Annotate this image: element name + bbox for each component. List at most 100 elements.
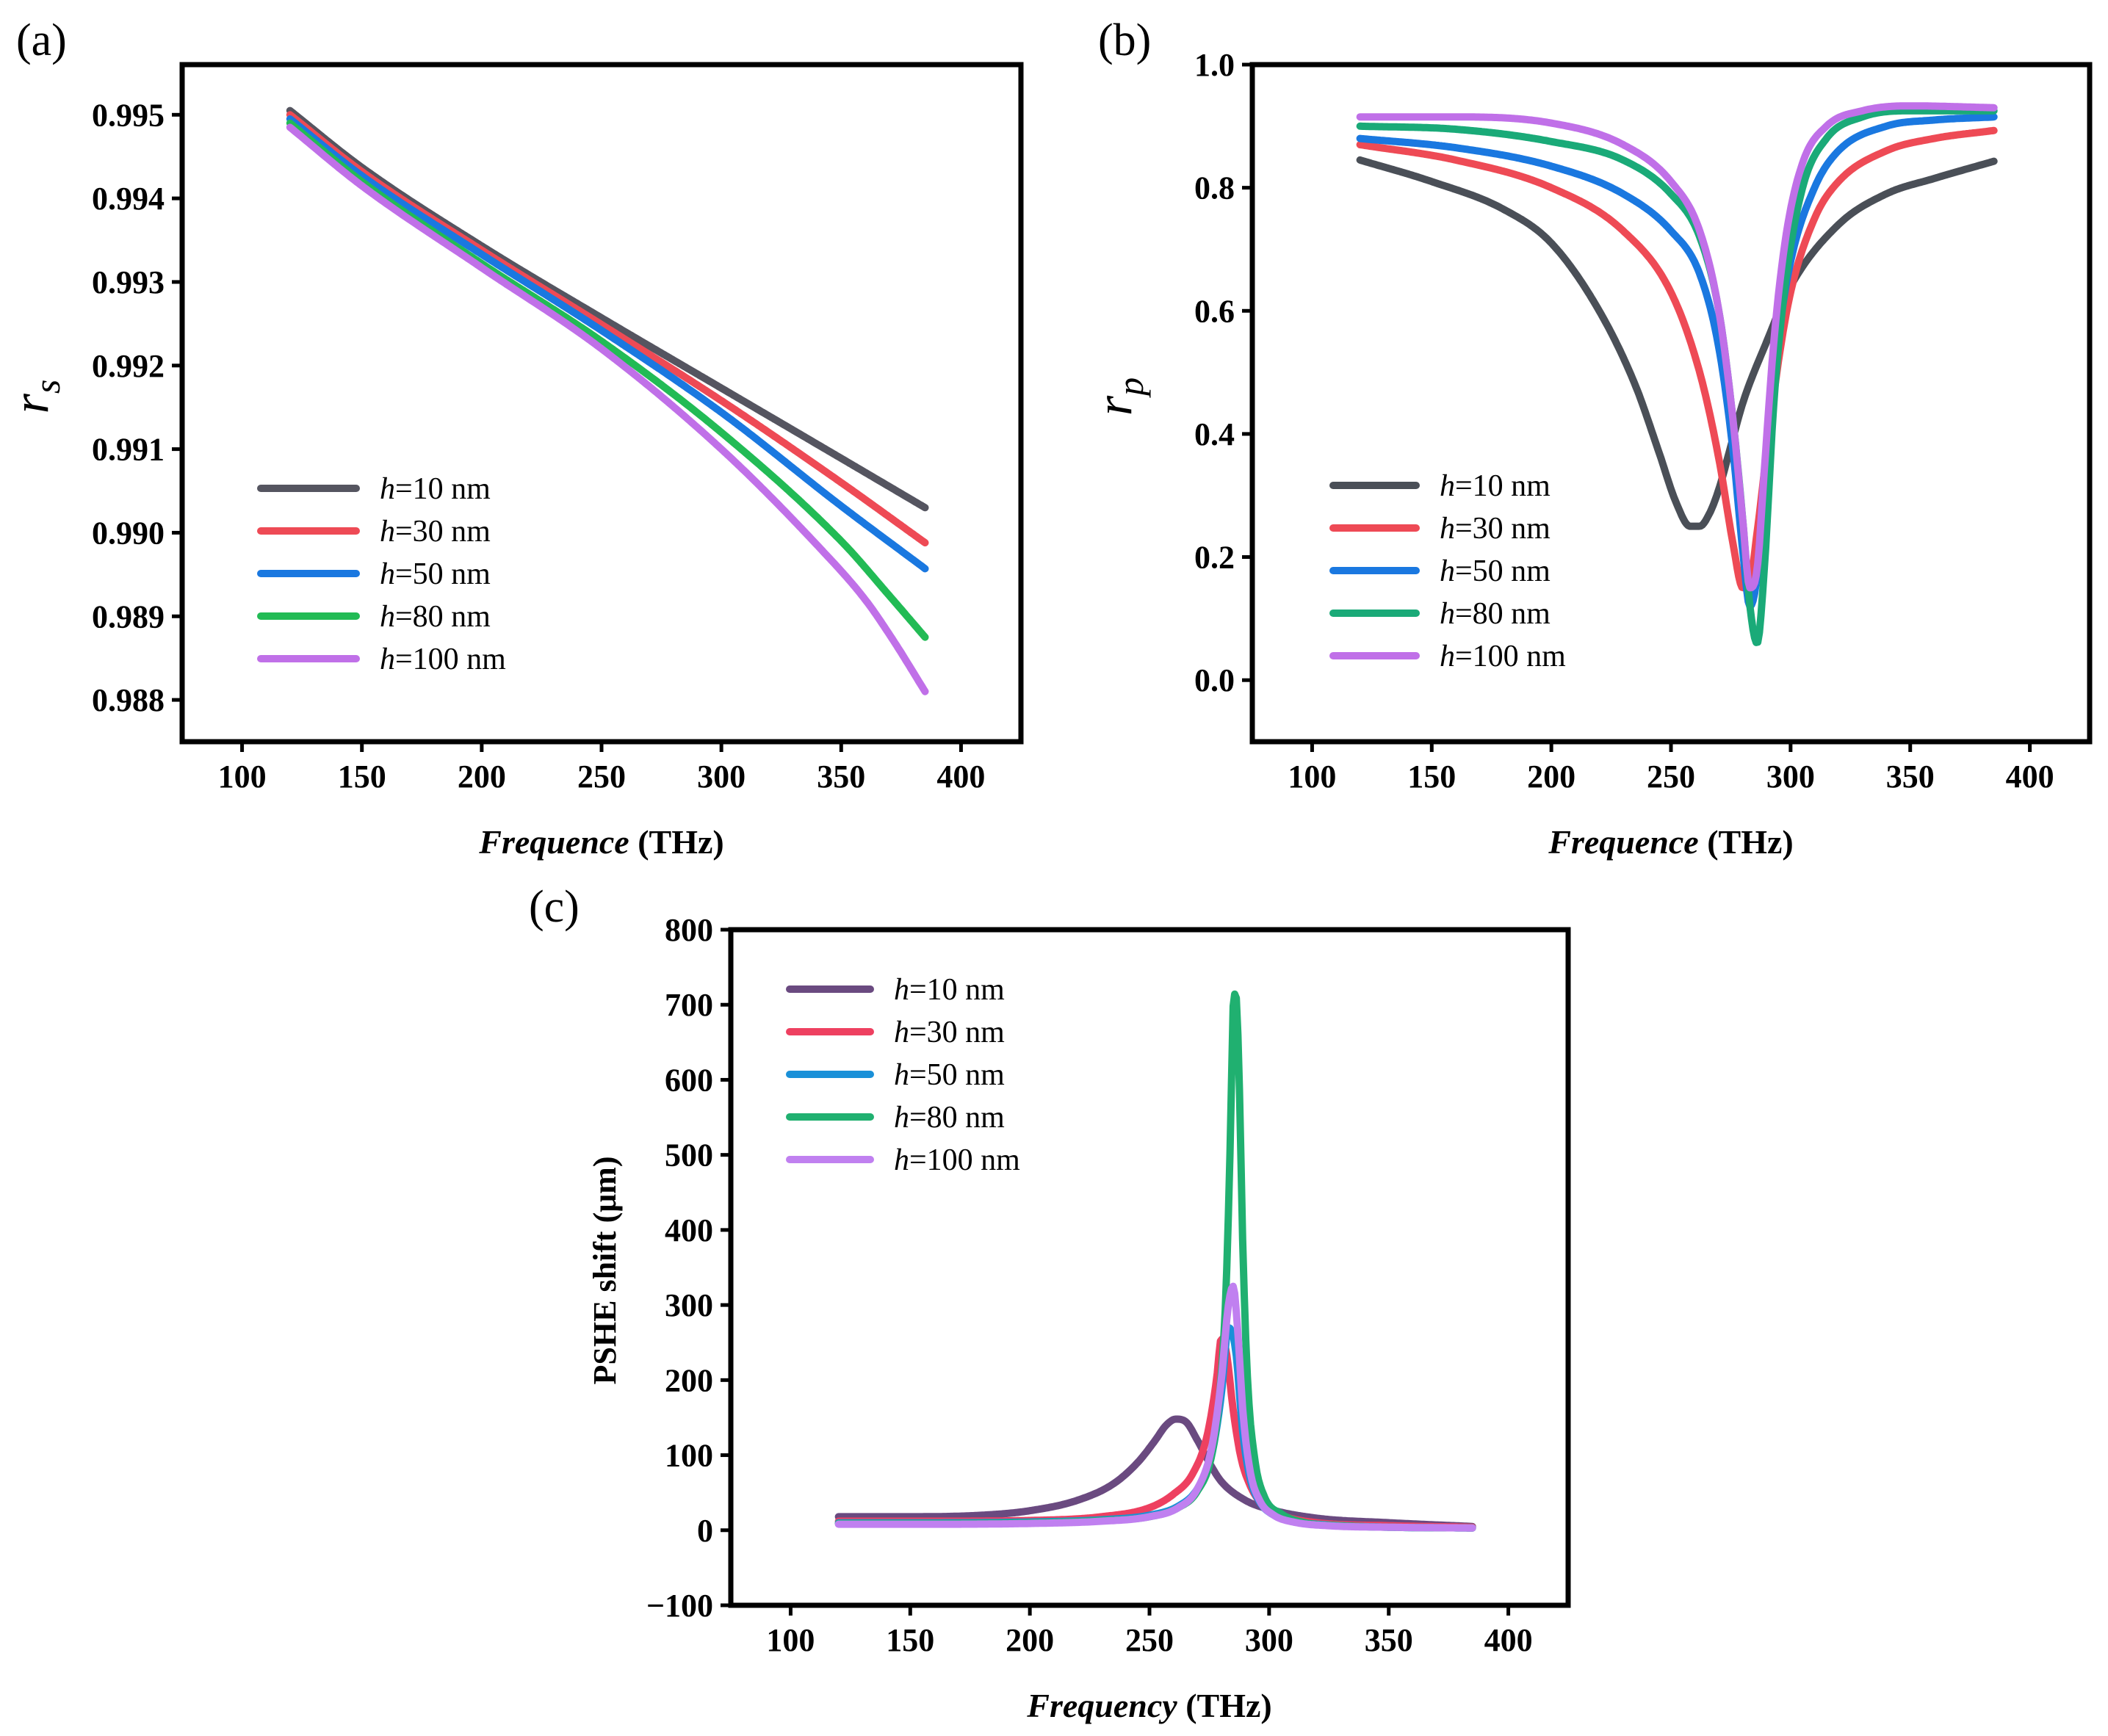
- legend-var: h: [1440, 597, 1455, 631]
- legend-entry: h=50 nm: [380, 557, 491, 591]
- legend-var: h: [380, 643, 395, 676]
- legend-entry: h=50 nm: [894, 1058, 1005, 1092]
- x-tick-label: 400: [936, 759, 985, 795]
- x-tick-label: 350: [1365, 1622, 1413, 1658]
- x-tick-label: 250: [577, 759, 626, 795]
- y-axis-symbol: r: [3, 393, 59, 413]
- series-line-30nm: [834, 1335, 1476, 1531]
- y-tick-label: 0.0: [1194, 662, 1235, 698]
- y-axis-subscript: p: [1110, 377, 1151, 398]
- legend-entry: h=30 nm: [380, 515, 491, 549]
- chart-panel-c: (c) 100 150 200 250 300 350 400 −100 0 100 200 300 40…: [529, 882, 1571, 1724]
- x-axis-label-italic: Frequence: [478, 823, 629, 861]
- chart-panel-a: (a) 100 150 200 250 300 350 400 0.988 0.989 0.990 0…: [3, 15, 1024, 861]
- series-line-50nm: [286, 115, 929, 573]
- legend-entry: h=10 nm: [380, 472, 491, 506]
- legend-var: h: [380, 600, 395, 634]
- legend-entry: h=10 nm: [1440, 469, 1551, 503]
- legend-value: =50 nm: [395, 557, 491, 591]
- legend-var: h: [380, 557, 395, 591]
- legend-entry: h=100 nm: [894, 1143, 1020, 1177]
- legend-value: =80 nm: [395, 600, 491, 634]
- y-tick-label: 700: [665, 987, 713, 1023]
- panel-label: (c): [529, 882, 580, 932]
- y-tick-label: 0.989: [92, 598, 165, 634]
- series-line-50nm: [834, 1323, 1476, 1532]
- legend-var: h: [380, 472, 395, 506]
- legend-value: =30 nm: [395, 515, 491, 549]
- series-line-30nm: [1356, 126, 1998, 592]
- x-axis-label: Frequence (THz): [1548, 823, 1793, 861]
- legend: h=10 nmh=30 nmh=50 nmh=80 nmh=100 nm: [1329, 469, 1566, 673]
- legend-entry: h=80 nm: [1440, 597, 1551, 631]
- legend-value: =50 nm: [909, 1058, 1005, 1092]
- y-tick-label: 0.994: [92, 181, 165, 217]
- legend-var: h: [894, 1101, 909, 1135]
- legend-var: h: [894, 1143, 909, 1177]
- legend: h=10 nmh=30 nmh=50 nmh=80 nmh=100 nm: [257, 472, 506, 676]
- y-axis-label: rp: [1086, 377, 1151, 416]
- legend-value: =10 nm: [1455, 469, 1551, 503]
- x-tick-label: 100: [218, 759, 267, 795]
- y-tick-label: 0.990: [92, 515, 165, 551]
- x-tick-label: 400: [2006, 759, 2054, 795]
- x-tick-label: 300: [697, 759, 746, 795]
- legend-entry: h=50 nm: [1440, 554, 1551, 588]
- legend-value: =10 nm: [395, 472, 491, 506]
- y-tick-label: 0: [697, 1513, 713, 1549]
- y-tick-label: 400: [665, 1212, 713, 1248]
- series-line-100nm: [834, 1282, 1476, 1532]
- y-tick-label: 0.995: [92, 97, 165, 133]
- x-tick-label: 200: [1006, 1622, 1054, 1658]
- y-tick-label: 800: [665, 912, 713, 948]
- x-tick-label: 200: [458, 759, 506, 795]
- panel-label: (b): [1098, 15, 1151, 65]
- legend-entry: h=100 nm: [1440, 640, 1566, 673]
- legend-value: =100 nm: [909, 1143, 1020, 1177]
- legend-entry: h=100 nm: [380, 643, 506, 676]
- legend-var: h: [894, 973, 909, 1007]
- legend-var: h: [894, 1016, 909, 1049]
- y-tick-label: 0.991: [92, 432, 165, 468]
- y-tick-label: 500: [665, 1138, 713, 1173]
- x-tick-label: 300: [1245, 1622, 1293, 1658]
- y-axis-label: rs: [3, 380, 68, 414]
- legend-var: h: [894, 1058, 909, 1092]
- y-tick-label: 0.6: [1194, 293, 1235, 329]
- legend-value: =30 nm: [1455, 512, 1551, 546]
- y-tick-label: 0.2: [1194, 540, 1235, 576]
- legend-var: h: [1440, 554, 1455, 588]
- y-tick-label: 0.4: [1194, 416, 1235, 452]
- series-line-100nm: [286, 123, 929, 695]
- x-axis-label-unit: (THz): [629, 823, 724, 861]
- y-tick-label: 0.8: [1194, 170, 1235, 206]
- x-axis-label: Frequence (THz): [478, 823, 723, 861]
- x-tick-label: 350: [817, 759, 865, 795]
- x-tick-label: 150: [338, 759, 386, 795]
- legend-var: h: [1440, 512, 1455, 546]
- legend-value: =100 nm: [1455, 640, 1566, 673]
- x-tick-label: 350: [1886, 759, 1935, 795]
- legend-var: h: [1440, 640, 1455, 673]
- series-line-10nm: [1356, 156, 1998, 530]
- y-axis-subscript: s: [26, 380, 68, 394]
- x-tick-label: 150: [886, 1622, 934, 1658]
- x-tick-label: 200: [1527, 759, 1575, 795]
- series-line-50nm: [1356, 113, 1998, 610]
- y-tick-label: 0.993: [92, 264, 165, 300]
- x-tick-label: 150: [1407, 759, 1456, 795]
- legend-value: =50 nm: [1455, 554, 1551, 588]
- series-line-80nm: [1356, 106, 1998, 646]
- y-tick-label: 1.0: [1194, 47, 1235, 83]
- y-tick-label: 100: [665, 1438, 713, 1474]
- series-line-100nm: [1356, 102, 1998, 592]
- legend-entry: h=80 nm: [894, 1101, 1005, 1135]
- x-tick-label: 400: [1484, 1622, 1533, 1658]
- legend-value: =10 nm: [909, 973, 1005, 1007]
- legend-entry: h=30 nm: [894, 1016, 1005, 1049]
- x-tick-label: 250: [1125, 1622, 1174, 1658]
- x-tick-label: 300: [1766, 759, 1815, 795]
- panel-label: (a): [16, 15, 67, 65]
- x-axis-label-italic: Frequency: [1026, 1687, 1177, 1724]
